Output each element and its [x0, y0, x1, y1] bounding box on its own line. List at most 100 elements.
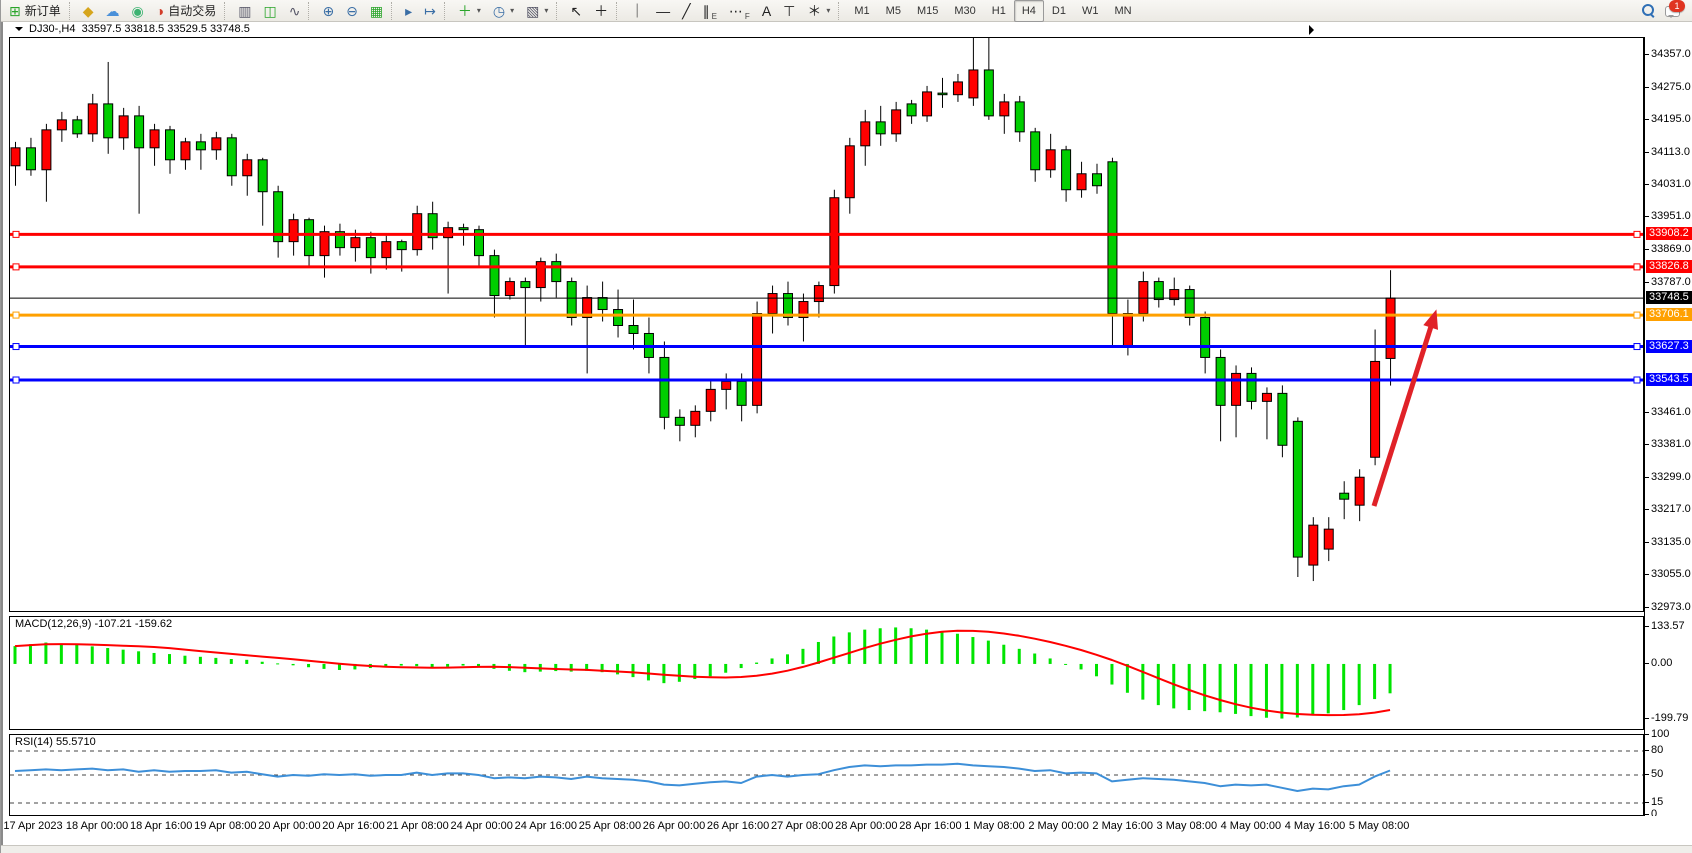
axis-tick: 33381.0: [1645, 438, 1692, 450]
axis-tick: 33217.0: [1645, 503, 1692, 515]
timeframe-m15[interactable]: M15: [916, 4, 939, 17]
fibonacci-button[interactable]: ⋯ F: [723, 0, 756, 22]
axis-tick: 33869.0: [1645, 243, 1692, 255]
timeframe-m30[interactable]: M30: [954, 4, 976, 17]
arrows-button[interactable]: ＊ ▾: [801, 0, 836, 22]
indicators-button[interactable]: ＋ ▾: [452, 0, 487, 22]
price-chart-pane[interactable]: [9, 37, 1644, 612]
time-label: 3 May 08:00: [1156, 820, 1218, 832]
tile-windows-button[interactable]: ▦: [364, 0, 389, 22]
time-label: 19 Apr 08:00: [194, 820, 257, 832]
trendline-button[interactable]: ╱: [676, 0, 696, 22]
periods-icon: ◷: [492, 2, 506, 19]
templates-button[interactable]: ▧ ▾: [520, 0, 554, 22]
signals-icon: ◉: [131, 2, 144, 19]
timeframe-h1[interactable]: H1: [991, 4, 1006, 17]
publish-icon: ◆: [82, 2, 94, 19]
crosshair-button[interactable]: ＋: [588, 0, 614, 22]
line-handle: [1633, 376, 1641, 384]
autotrading-icon: ◑: [155, 2, 165, 19]
channel-button[interactable]: ∥ E: [697, 0, 723, 22]
candles: [10, 38, 1396, 582]
chevron-down-icon[interactable]: [15, 27, 23, 35]
timeframe-m1[interactable]: M1: [854, 4, 870, 17]
new-order-button[interactable]: ⊞ 新订单: [3, 0, 67, 22]
axis-tick: 100: [1645, 728, 1692, 740]
text-button[interactable]: A: [756, 0, 777, 22]
timeframe-d1[interactable]: D1: [1051, 4, 1066, 17]
axis-tick: 33135.0: [1645, 536, 1692, 548]
axis-tick: 0.00: [1645, 657, 1692, 669]
toolbar-separator: [391, 1, 397, 20]
price-flag: 33748.5: [1646, 291, 1692, 305]
chart-symbol-period: DJ30-,H4: [29, 23, 76, 35]
line-handle: [1633, 263, 1641, 271]
templates-icon: ▧: [526, 2, 540, 19]
axis-tick: 34195.0: [1645, 113, 1692, 125]
rsi-chart: [10, 750, 1643, 804]
search-icon[interactable]: [1642, 4, 1655, 18]
time-label: 20 Apr 16:00: [322, 820, 385, 832]
publish-button[interactable]: ◆: [77, 0, 100, 22]
time-label: 24 Apr 00:00: [450, 820, 513, 832]
autotrading-button-label: 自动交易: [168, 4, 217, 18]
rsi-line: [14, 762, 1391, 792]
macd-signal-line: [14, 629, 1391, 717]
line-chart-icon: ∿: [288, 2, 301, 19]
chat-icon[interactable]: 1: [1665, 0, 1685, 18]
toolbar-separator: [616, 1, 622, 20]
vline-button[interactable]: ｜: [624, 0, 650, 22]
bar-chart-button[interactable]: ▥: [232, 0, 257, 22]
time-label: 28 Apr 16:00: [899, 820, 962, 832]
price-scale[interactable]: 34357.0 34275.0 34195.0 34113.0 34031.0 33951…: [1644, 37, 1692, 820]
axis-tick: 32973.0: [1645, 601, 1692, 613]
text-label-button[interactable]: ⊤: [777, 0, 801, 22]
price-flag: 33627.3: [1646, 339, 1692, 353]
signals-button[interactable]: ◉: [126, 0, 150, 22]
candlestick-chart: [10, 38, 1643, 582]
line-handle: [12, 263, 20, 271]
cursor-icon: ↖: [570, 2, 583, 19]
dropdown-arrow-icon[interactable]: ▾: [476, 6, 481, 15]
candle-chart-button[interactable]: ◫: [257, 0, 282, 22]
axis-tick: 80: [1645, 744, 1692, 756]
dropdown-arrow-icon[interactable]: ▾: [826, 6, 831, 15]
macd-pane[interactable]: MACD(12,26,9) -107.21 -159.62: [9, 616, 1644, 730]
cursor-button[interactable]: ↖: [564, 0, 588, 22]
axis-tick: 33055.0: [1645, 568, 1692, 580]
axis-tick: 34113.0: [1645, 146, 1692, 158]
macd-histogram: [13, 627, 1392, 719]
rsi-pane[interactable]: RSI(14) 55.5710: [9, 734, 1644, 816]
dropdown-arrow-icon[interactable]: ▾: [544, 6, 549, 15]
macd-chart: [13, 627, 1392, 719]
toolbar-separator: [308, 1, 314, 20]
zoom-in-button[interactable]: ⊕: [316, 0, 340, 22]
auto-scroll-button[interactable]: ▸: [399, 0, 418, 22]
time-label: 18 Apr 16:00: [129, 820, 193, 832]
chart-title-row: DJ30-,H4 33597.5 33818.5 33529.5 33748.5: [1, 22, 1692, 37]
text-label-icon: ⊤: [783, 2, 796, 19]
toolbar-items: ⊞ 新订单 ◆ ☁ ◉ ◑ 自动交易 ▥ ◫ ∿ ⊕ ⊖ ▦ ▸ ↦ ＋ ▾ ◷ ▾ ▧ ▾ ↖ ＋｜ — ╱ ∥ E ⋯ F A ⊤ ＊ ▾ M…: [3, 0, 1140, 22]
dropdown-arrow-icon[interactable]: ▾: [510, 6, 515, 15]
hline-button[interactable]: —: [650, 0, 676, 22]
axis-tick: 33951.0: [1645, 210, 1692, 222]
time-label: 28 Apr 00:00: [835, 820, 898, 832]
time-label: 18 Apr 00:00: [65, 820, 129, 832]
axis-tick: -199.79: [1645, 712, 1692, 724]
line-handle: [12, 230, 20, 238]
timeframe-mn[interactable]: MN: [1114, 4, 1132, 17]
autotrading-button[interactable]: ◑ 自动交易: [150, 0, 222, 22]
periods-button[interactable]: ◷ ▾: [487, 0, 520, 22]
line-handle: [12, 376, 20, 384]
time-label: 26 Apr 00:00: [642, 820, 706, 832]
timeframe-h4[interactable]: H4: [1013, 0, 1044, 22]
line-chart-button[interactable]: ∿: [283, 0, 307, 22]
new-order-button-label: 新订单: [24, 4, 61, 18]
community-button[interactable]: ☁: [100, 0, 126, 22]
chart-shift-button[interactable]: ↦: [418, 0, 442, 22]
time-scale[interactable]: 17 Apr 2023 18 Apr 00:00 18 Apr 16:00 19 Ap…: [3, 816, 1692, 845]
timeframe-w1[interactable]: W1: [1081, 4, 1099, 17]
timeframe-m5[interactable]: M5: [885, 4, 901, 17]
zoom-out-button[interactable]: ⊖: [340, 0, 364, 22]
